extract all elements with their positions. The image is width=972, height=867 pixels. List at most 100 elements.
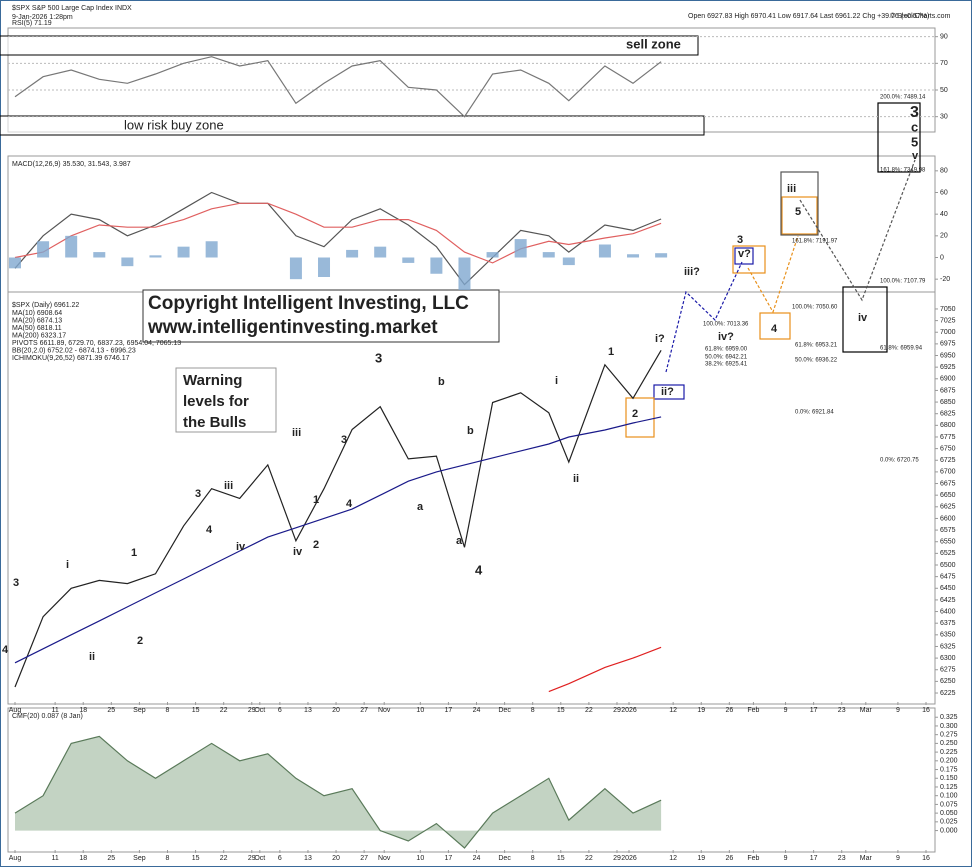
y-tick-label: 0: [940, 254, 944, 261]
x-tick-label: 13: [304, 855, 312, 862]
y-tick-label: 0.200: [940, 758, 958, 765]
legend-entry: MA(20) 6874.13: [12, 317, 62, 324]
x-tick-label: 8: [166, 707, 170, 714]
series-line: [14, 349, 662, 688]
x-tick-label: 16: [922, 707, 930, 714]
x-tick-label: 11: [51, 707, 58, 714]
x-tick-label: 17: [810, 707, 818, 714]
x-tick-label: 25: [107, 707, 115, 714]
annotation: 3: [195, 488, 201, 500]
x-tick-label: 12: [669, 855, 677, 862]
y-tick-label: 6550: [940, 539, 956, 546]
x-tick-label: 15: [192, 707, 200, 714]
y-tick-label: 6500: [940, 562, 956, 569]
histogram-bar: [346, 249, 359, 258]
x-tick-label: 8: [531, 855, 535, 862]
x-tick-label: 17: [445, 855, 453, 862]
y-tick-label: 6875: [940, 387, 956, 394]
y-tick-label: 0.075: [940, 801, 958, 808]
series-line: [14, 191, 662, 286]
y-tick-label: 7025: [940, 317, 956, 324]
x-tick-label: 22: [220, 707, 228, 714]
annotation: 4: [206, 524, 213, 536]
y-tick-label: 6250: [940, 678, 956, 685]
y-tick-label: 6475: [940, 573, 956, 580]
histogram-bar: [121, 257, 134, 267]
annotation: iii: [292, 427, 301, 439]
y-tick-label: 6400: [940, 608, 956, 615]
x-tick-label: 17: [445, 707, 453, 714]
x-tick-label: 18: [79, 855, 87, 862]
x-tick-label: 11: [51, 855, 58, 862]
y-tick-label: 6775: [940, 434, 956, 441]
y-tick-label: 6450: [940, 585, 956, 592]
y-tick-label: 6950: [940, 352, 956, 359]
x-tick-label: 6: [278, 707, 282, 714]
histogram-bar: [149, 255, 162, 258]
annotation: 4: [346, 498, 353, 510]
annotation: i: [66, 559, 69, 571]
histogram-bar: [289, 257, 302, 280]
x-tick-label: 18: [79, 707, 87, 714]
y-tick-label: 30: [940, 114, 948, 121]
annotation: c: [911, 119, 918, 134]
y-tick-label: -20: [940, 276, 950, 283]
x-tick-label: 26: [725, 707, 733, 714]
annotation: 0.0%: 6921.84: [795, 410, 834, 416]
annotation: 3: [375, 350, 382, 365]
histogram-bar: [9, 257, 21, 269]
series-line: [14, 202, 662, 264]
y-tick-label: 20: [940, 233, 948, 240]
y-tick-label: 0.125: [940, 784, 958, 791]
annotation: 61.8%: 6959.94: [880, 346, 923, 352]
y-tick-label: 6975: [940, 341, 956, 348]
buy-zone-box: [0, 115, 705, 136]
panel-title: MACD(12,26,9) 35.530, 31.543, 3.987: [12, 161, 131, 168]
y-tick-label: 6575: [940, 527, 956, 534]
x-tick-label: 29: [248, 855, 256, 862]
x-tick-label: Dec: [498, 855, 511, 862]
annotation: 61.8%: 6953.21: [795, 343, 838, 349]
y-tick-label: 6625: [940, 504, 956, 511]
annotation: v?: [738, 248, 751, 260]
x-tick-label: Dec: [498, 707, 511, 714]
annotation: iii: [787, 183, 796, 195]
annotation: iii: [224, 480, 233, 492]
y-tick-label: 60: [940, 189, 948, 196]
panel-title: RSI(5) 71.19: [12, 20, 52, 27]
x-tick-label: 22: [585, 855, 593, 862]
x-tick-label: 29: [613, 707, 621, 714]
y-tick-label: 6750: [940, 445, 956, 452]
annotation: a: [417, 501, 424, 513]
histogram-bar: [655, 253, 668, 258]
x-tick-label: Oct: [254, 707, 265, 714]
y-tick-label: 0.250: [940, 740, 958, 747]
annotation: 3: [341, 434, 347, 446]
annotation: Copyright Intelligent Investing, LLC: [148, 293, 469, 314]
x-tick-label: 10: [416, 855, 424, 862]
histogram-bar: [486, 252, 499, 258]
annotation: iv: [293, 546, 303, 558]
annotation: 38.2%: 6925.41: [705, 362, 748, 368]
annotation: 3: [13, 577, 19, 589]
annotation: www.intelligentinvesting.market: [147, 317, 438, 338]
x-tick-label: 15: [192, 855, 200, 862]
y-tick-label: 7050: [940, 306, 956, 313]
histogram-bar: [542, 252, 555, 258]
annotation: 1: [131, 547, 137, 559]
x-tick-label: Nov: [378, 707, 391, 714]
annotation: 4: [771, 323, 778, 335]
annotation: low risk buy zone: [124, 117, 224, 132]
annotation: iv?: [718, 331, 734, 343]
annotation: levels for: [183, 393, 249, 410]
x-tick-label: 6: [278, 855, 282, 862]
x-tick-label: 2026: [621, 707, 637, 714]
x-tick-label: 22: [585, 707, 593, 714]
ohlc: Open 6927.83 High 6970.41 Low 6917.64 La…: [688, 13, 929, 20]
annotation: v: [912, 150, 919, 162]
x-tick-label: Sep: [133, 707, 146, 714]
y-tick-label: 70: [940, 60, 948, 67]
annotation: 3: [910, 104, 919, 121]
y-tick-label: 6725: [940, 457, 956, 464]
y-tick-label: 6225: [940, 690, 956, 697]
